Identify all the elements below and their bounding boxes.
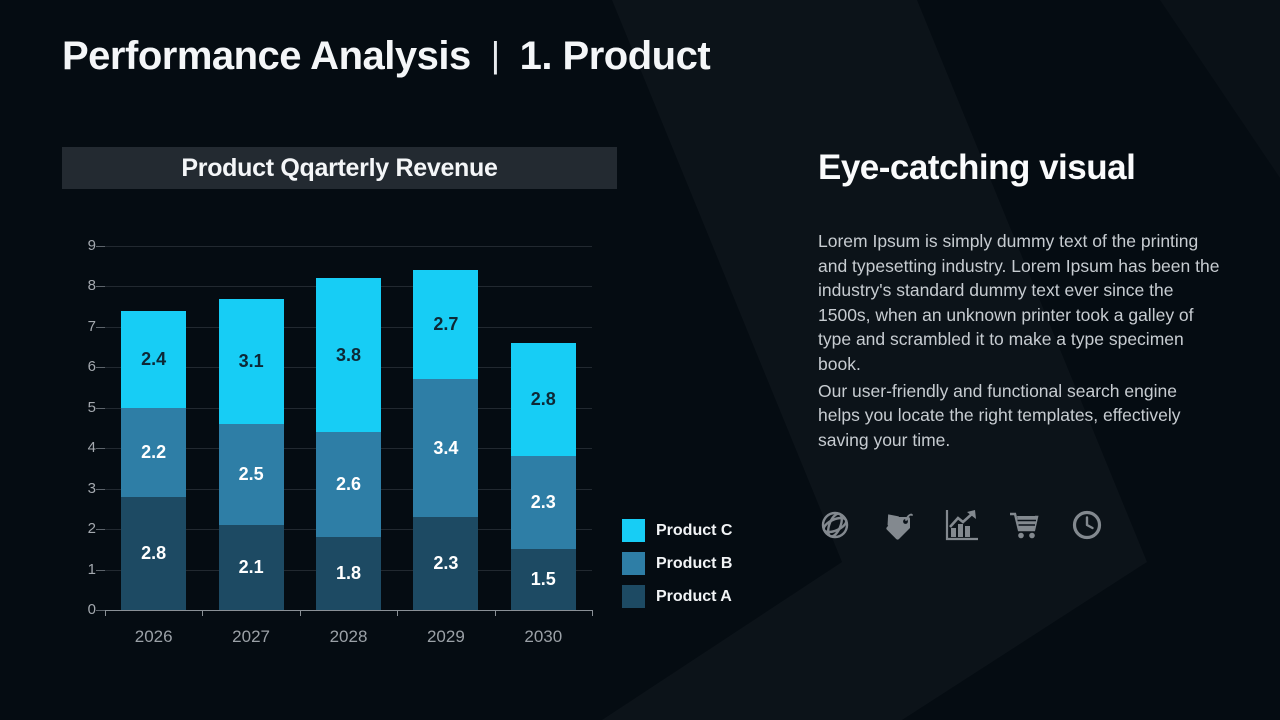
legend-label: Product A (656, 587, 732, 605)
bar-value-label: 3.1 (238, 350, 264, 371)
x-axis-label: 2029 (426, 627, 465, 646)
bar-value-label: 2.8 (141, 542, 167, 563)
slide-title-part1: Performance Analysis (62, 34, 471, 78)
x-axis-label: 2030 (524, 627, 563, 646)
x-axis-label: 2026 (134, 627, 173, 646)
bar-segment: 2.8 (121, 496, 187, 610)
x-tick (592, 610, 593, 616)
y-tick (96, 246, 105, 247)
bar-segment: 2.6 (316, 432, 381, 538)
shopping-cart-icon (1005, 506, 1043, 544)
y-axis-label: 3 (87, 479, 96, 497)
y-axis-label: 4 (87, 439, 96, 457)
bar-value-label: 2.5 (238, 464, 264, 484)
bar-segment: 2.3 (510, 456, 576, 550)
clock-icon (1068, 506, 1106, 544)
bar-value-label: 2.4 (141, 348, 167, 369)
body-paragraph-2: Our user-friendly and functional search … (818, 380, 1181, 450)
bar-segment: 3.1 (218, 298, 284, 424)
y-tick (96, 326, 105, 328)
x-axis-label: 2028 (329, 627, 368, 646)
legend-label: Product B (656, 554, 733, 572)
slide-title-divider: | (490, 34, 500, 75)
bar-value-label: 3.8 (335, 344, 362, 365)
bar-segment: 1.8 (316, 537, 381, 610)
bar-segment: 2.1 (218, 525, 284, 610)
y-axis-label: 0 (87, 601, 96, 618)
bar-value-label: 1.5 (530, 569, 556, 590)
legend-item: Product C (622, 519, 732, 542)
y-axis-label: 6 (87, 358, 96, 376)
bar-segment: 2.8 (510, 343, 576, 457)
chart-title: Product Qqarterly Revenue (181, 153, 498, 182)
bar-value-label: 2.3 (433, 552, 459, 573)
slide-title: Performance Analysis | 1. Product (62, 34, 711, 79)
bar-value-label: 2.3 (530, 492, 556, 513)
gridline (105, 246, 592, 247)
growth-chart-icon (942, 506, 980, 544)
feature-icons-row (816, 506, 1106, 544)
bar-value-label: 2.7 (433, 314, 459, 335)
legend-item: Product B (622, 552, 732, 575)
x-tick (494, 610, 496, 616)
y-tick (96, 610, 105, 611)
y-tick (96, 407, 105, 409)
y-tick (96, 569, 105, 571)
bar-value-label: 2.2 (141, 441, 167, 462)
slide-title-part2: 1. Product (519, 34, 711, 78)
bar-segment: 3.4 (413, 379, 479, 517)
price-tag-icon (879, 506, 917, 544)
x-tick (299, 610, 301, 616)
y-axis-label: 7 (87, 317, 96, 335)
legend-swatch (622, 585, 645, 608)
chart-legend: Product C Product B Product A (622, 519, 732, 608)
chart-title-bar: Product Qqarterly Revenue (62, 147, 617, 189)
legend-label: Product C (656, 521, 733, 539)
legend-item: Product A (622, 585, 732, 608)
x-axis-line (105, 610, 592, 611)
y-axis-label: 8 (87, 277, 96, 295)
y-tick (96, 448, 105, 450)
x-tick (105, 610, 106, 616)
bar-value-label: 3.4 (433, 437, 459, 458)
bar-segment: 1.5 (510, 549, 576, 610)
section-heading: Eye-catching visual (818, 148, 1136, 187)
body-text-block: Lorem Ipsum is simply dummy text of the … (818, 229, 1222, 454)
stacked-bar-chart: 0 1 2 3 4 5 6 7 8 9 2026 2.8 2.2 2.4 2027 2.1 2.5 3.1 2028… (62, 230, 622, 660)
bar-segment: 3.8 (316, 278, 381, 433)
bar-segment: 2.3 (413, 516, 479, 610)
bar-segment: 2.5 (218, 423, 284, 526)
y-tick (96, 286, 105, 288)
y-axis-label: 2 (87, 520, 96, 538)
bar-value-label: 2.6 (335, 474, 362, 495)
x-tick (397, 610, 399, 616)
body-paragraph-1: Lorem Ipsum is simply dummy text of the … (818, 231, 1220, 374)
y-axis-label: 1 (87, 560, 96, 578)
y-tick (96, 367, 105, 369)
bar-value-label: 2.1 (238, 557, 264, 578)
y-axis-label: 5 (87, 398, 96, 416)
globe-network-icon (816, 506, 854, 544)
x-axis-label: 2027 (232, 627, 270, 646)
legend-swatch (622, 519, 645, 542)
y-tick (96, 529, 105, 531)
bar-value-label: 2.8 (530, 389, 556, 410)
bar-segment: 2.7 (413, 270, 479, 380)
y-axis-label: 9 (87, 237, 96, 254)
bar-segment: 2.4 (121, 310, 187, 408)
bar-value-label: 1.8 (335, 563, 362, 584)
bar-segment: 2.2 (121, 407, 187, 497)
x-tick (202, 610, 204, 616)
y-tick (96, 488, 105, 490)
legend-swatch (622, 552, 645, 575)
